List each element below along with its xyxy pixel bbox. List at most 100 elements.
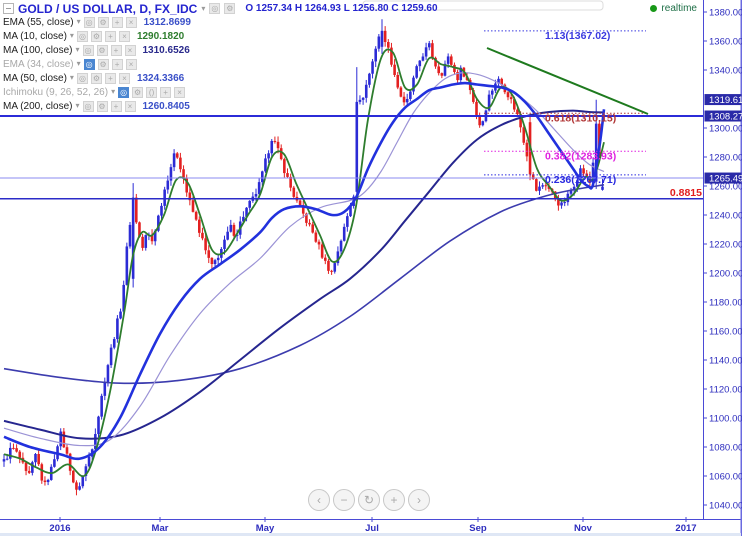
ohlc-readout: O 1257.34 H 1264.93 L 1256.80 C 1259.60 <box>245 3 438 14</box>
eye-icon[interactable]: ◎ <box>82 44 94 56</box>
indicator-value: 1310.6526 <box>142 44 190 56</box>
gear-icon[interactable]: ⚙ <box>132 86 144 98</box>
svg-text:1040.00: 1040.00 <box>709 501 742 512</box>
chart-pane[interactable] <box>0 0 703 519</box>
gear-icon[interactable]: ⚙ <box>96 44 108 56</box>
indicator-row-ema3: EMA (34, close) ▾ ◎ ⚙ + × <box>3 57 438 71</box>
eye-icon[interactable]: ◎ <box>118 86 130 98</box>
svg-text:1060.00: 1060.00 <box>709 472 742 483</box>
svg-text:1080.00: 1080.00 <box>709 443 742 454</box>
close-icon[interactable]: × <box>124 44 136 56</box>
indicator-label: MA (100, close) <box>3 44 73 56</box>
plus-icon[interactable]: + <box>160 86 172 98</box>
price-badge-1319.61: 1319.61 <box>704 94 742 106</box>
gear-icon[interactable]: ⚙ <box>97 16 109 28</box>
svg-text:1240.00: 1240.00 <box>709 211 742 222</box>
trendline[interactable] <box>486 47 649 115</box>
indicator-value: 1260.8405 <box>142 100 190 112</box>
scroll-right-button[interactable]: › <box>408 489 430 511</box>
gear-icon[interactable]: ⚙ <box>90 30 102 42</box>
svg-text:Sep: Sep <box>469 523 487 534</box>
eye-icon[interactable]: ◎ <box>76 30 88 42</box>
svg-text:2017: 2017 <box>675 523 696 534</box>
eye-icon[interactable]: ◎ <box>76 72 88 84</box>
svg-text:1200.00: 1200.00 <box>709 269 742 280</box>
zoom-out-button[interactable]: − <box>333 489 355 511</box>
chevron-down-icon[interactable]: ▾ <box>76 17 81 26</box>
plus-icon[interactable]: + <box>104 72 116 84</box>
legend-panel: GOLD / US DOLLAR, D, FX_IDC ▾ ◎ ⚙ O 1257… <box>3 2 438 113</box>
scroll-left-button[interactable]: ‹ <box>308 489 330 511</box>
fib-label-0.382[interactable]: 0.382(1283.93) <box>545 150 616 162</box>
plus-icon[interactable]: + <box>111 16 123 28</box>
eye-icon[interactable]: ◎ <box>82 100 94 112</box>
symbol-title[interactable]: GOLD / US DOLLAR, D, FX_IDC <box>18 1 198 16</box>
svg-text:1220.00: 1220.00 <box>709 240 742 251</box>
chevron-down-icon[interactable]: ▾ <box>201 3 206 13</box>
chevron-down-icon[interactable]: ▾ <box>76 59 81 68</box>
svg-text:1260.00: 1260.00 <box>709 182 742 193</box>
plus-icon[interactable]: + <box>111 58 123 70</box>
close-icon[interactable]: × <box>118 30 130 42</box>
window-bottom-strip <box>0 533 741 536</box>
zoom-in-button[interactable]: + <box>383 489 405 511</box>
eye-icon[interactable]: ◎ <box>83 58 95 70</box>
svg-text:2016: 2016 <box>49 523 70 534</box>
svg-text:1100.00: 1100.00 <box>709 414 742 425</box>
collapse-legend-icon[interactable] <box>3 3 14 14</box>
svg-text:1300.00: 1300.00 <box>709 124 742 135</box>
plus-icon[interactable]: + <box>110 100 122 112</box>
close-icon[interactable]: × <box>125 16 137 28</box>
indicator-label: EMA (34, close) <box>3 58 74 70</box>
fib-label-1.13[interactable]: 1.13(1367.02) <box>545 30 610 42</box>
braces-icon[interactable]: () <box>146 86 158 98</box>
line-label-0.8815[interactable]: 0.8815 <box>670 187 702 199</box>
svg-text:May: May <box>256 523 275 534</box>
svg-text:1180.00: 1180.00 <box>709 298 742 309</box>
gear-icon[interactable]: ⚙ <box>224 3 236 14</box>
indicator-row-ma6: MA (200, close) ▾ ◎ ⚙ + × 1260.8405 <box>3 99 438 113</box>
chevron-down-icon[interactable]: ▾ <box>69 31 74 40</box>
close-icon[interactable]: × <box>174 86 186 98</box>
time-axis[interactable]: 2016 Mar May Jul Sep Nov 2017 <box>49 517 697 534</box>
svg-text:Mar: Mar <box>152 523 169 534</box>
svg-text:1280.00: 1280.00 <box>709 153 742 164</box>
plus-icon[interactable]: + <box>110 44 122 56</box>
indicator-row-ema0: EMA (55, close) ▾ ◎ ⚙ + × 1312.8699 <box>3 15 438 29</box>
svg-text:1140.00: 1140.00 <box>709 356 742 367</box>
svg-text:1120.00: 1120.00 <box>709 385 742 396</box>
plus-icon[interactable]: + <box>104 30 116 42</box>
gear-icon[interactable]: ⚙ <box>90 72 102 84</box>
ma-line-ma50 <box>3 72 605 447</box>
price-axis[interactable]: 1040.00 1060.00 1080.00 1100.00 1120.00 1140.… <box>703 8 742 512</box>
close-icon[interactable]: × <box>125 58 137 70</box>
eye-icon[interactable]: ◎ <box>83 16 95 28</box>
chevron-down-icon[interactable]: ▾ <box>69 73 74 82</box>
gear-icon[interactable]: ⚙ <box>97 58 109 70</box>
close-icon[interactable]: × <box>118 72 130 84</box>
chevron-down-icon[interactable]: ▾ <box>111 87 116 96</box>
symbol-header: GOLD / US DOLLAR, D, FX_IDC ▾ ◎ ⚙ O 1257… <box>3 1 438 16</box>
reset-view-button[interactable]: ↻ <box>358 489 380 511</box>
candlestick-series <box>2 19 604 496</box>
price-badge-1265.49: 1265.49 <box>704 172 742 185</box>
chevron-down-icon[interactable]: ▾ <box>75 45 80 54</box>
close-icon[interactable]: × <box>124 100 136 112</box>
eye-icon[interactable]: ◎ <box>209 3 221 14</box>
gear-icon[interactable]: ⚙ <box>96 100 108 112</box>
svg-text:1308.27: 1308.27 <box>709 112 742 123</box>
chevron-down-icon[interactable]: ▾ <box>75 101 80 110</box>
svg-text:1265.49: 1265.49 <box>709 174 742 185</box>
ma-line-ma10 <box>3 48 605 478</box>
fib-label-0.618[interactable]: 0.618(1310.15) <box>545 112 616 124</box>
indicator-row-ma2: MA (100, close) ▾ ◎ ⚙ + × 1310.6526 <box>3 43 438 57</box>
svg-text:1160.00: 1160.00 <box>709 327 742 338</box>
svg-text:1319.61: 1319.61 <box>709 95 742 106</box>
top-toolbar-outline <box>362 0 604 11</box>
indicator-row-ichimoku5: Ichimoku (9, 26, 52, 26) ▾ ◎ ⚙() + × <box>3 85 438 99</box>
ma-line-ma100 <box>3 109 605 440</box>
indicator-value: 1312.8699 <box>143 16 191 28</box>
indicator-label: MA (200, close) <box>3 100 73 112</box>
fib-label-0.236[interactable]: 0.236(1267.71) <box>545 174 616 186</box>
